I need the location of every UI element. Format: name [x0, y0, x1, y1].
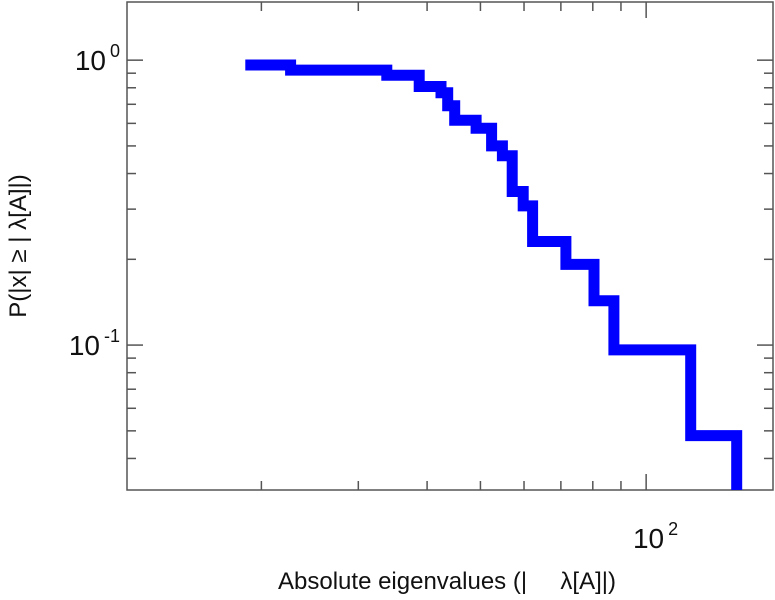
series-layer — [245, 59, 743, 490]
y-axis-label: P(|x| ≥ | λ[A]|) — [5, 174, 32, 317]
tick-labels: 10 0 10 -1 10 2 — [69, 41, 678, 554]
y-tick-label: 10 0 — [75, 41, 120, 76]
axis-ticks — [127, 2, 773, 490]
plot-frame — [126, 1, 774, 491]
series-line-0 — [245, 59, 743, 490]
y-tick-label: 10 -1 — [69, 326, 120, 361]
x-axis-label: Absolute eigenvalues (| λ[A]|) — [278, 568, 616, 595]
x-tick-label: 10 2 — [633, 519, 678, 554]
